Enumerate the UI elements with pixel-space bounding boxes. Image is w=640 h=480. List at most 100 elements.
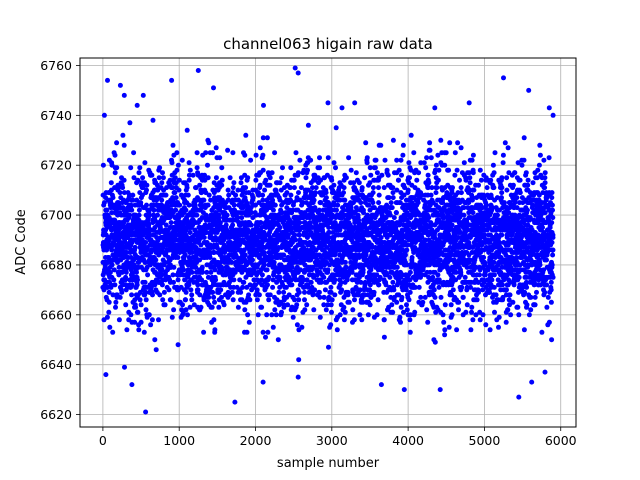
data-point xyxy=(270,207,276,213)
data-point xyxy=(146,212,152,218)
data-point xyxy=(110,292,116,298)
data-point xyxy=(407,289,413,295)
data-point xyxy=(116,317,122,323)
data-point xyxy=(206,192,212,198)
data-point xyxy=(297,220,303,226)
data-point xyxy=(325,155,331,161)
data-point xyxy=(142,279,148,285)
data-point xyxy=(218,287,224,293)
data-point xyxy=(150,292,155,298)
data-point xyxy=(199,269,205,275)
data-point xyxy=(323,190,329,196)
data-point xyxy=(225,187,231,193)
data-point xyxy=(296,357,302,363)
data-point xyxy=(368,172,374,178)
data-point xyxy=(454,167,460,173)
data-point xyxy=(135,309,141,315)
data-point xyxy=(136,170,142,176)
data-point xyxy=(477,167,483,173)
data-point xyxy=(433,190,439,196)
data-point xyxy=(400,152,406,158)
data-point xyxy=(460,294,466,300)
data-point xyxy=(471,187,477,193)
data-point xyxy=(189,269,195,275)
data-point xyxy=(358,200,364,206)
data-point xyxy=(389,205,395,211)
data-point xyxy=(219,165,225,171)
data-point xyxy=(225,147,231,153)
data-point xyxy=(398,319,403,325)
data-point xyxy=(394,264,400,270)
data-point xyxy=(433,162,439,168)
data-point xyxy=(260,152,266,158)
data-point xyxy=(264,135,270,141)
data-point xyxy=(371,289,377,295)
data-point xyxy=(194,165,200,171)
data-point xyxy=(470,170,476,176)
data-point xyxy=(316,289,322,295)
data-point xyxy=(129,282,135,288)
data-point xyxy=(129,292,135,298)
data-point xyxy=(270,197,276,203)
data-point xyxy=(114,165,120,171)
data-point xyxy=(400,142,406,148)
data-point xyxy=(137,297,143,303)
data-point xyxy=(321,274,327,280)
data-point xyxy=(374,312,380,318)
data-point xyxy=(448,302,454,308)
data-point xyxy=(464,302,470,308)
data-point xyxy=(151,207,157,213)
data-point xyxy=(273,312,279,318)
data-point xyxy=(312,287,318,293)
data-point xyxy=(143,289,149,295)
data-point xyxy=(260,192,266,198)
data-point xyxy=(231,277,237,283)
data-point xyxy=(106,215,112,221)
data-point xyxy=(104,314,110,320)
data-point xyxy=(376,185,381,191)
data-point xyxy=(266,297,272,303)
data-point xyxy=(266,274,272,280)
data-point xyxy=(235,304,241,310)
data-point xyxy=(212,327,218,333)
data-point xyxy=(381,334,387,340)
data-point xyxy=(259,304,265,310)
data-point xyxy=(333,125,339,131)
data-point xyxy=(302,289,307,295)
data-point xyxy=(122,364,127,370)
data-point xyxy=(146,312,152,318)
data-point xyxy=(277,225,283,230)
data-point xyxy=(194,212,200,218)
data-point xyxy=(474,297,480,303)
data-point xyxy=(302,297,307,303)
data-point xyxy=(449,222,455,228)
data-point xyxy=(342,309,348,315)
data-point xyxy=(263,334,268,340)
data-point xyxy=(157,165,163,171)
data-point xyxy=(363,140,369,146)
data-point xyxy=(186,177,192,183)
data-point xyxy=(182,252,188,258)
data-point xyxy=(243,185,249,191)
data-point xyxy=(242,152,248,158)
data-point xyxy=(260,329,266,335)
data-point xyxy=(426,180,432,186)
data-point xyxy=(143,307,149,313)
data-point xyxy=(288,165,294,171)
data-point xyxy=(476,182,481,188)
data-point xyxy=(128,165,134,171)
data-point xyxy=(450,185,455,191)
data-point xyxy=(163,192,169,198)
data-point xyxy=(297,232,303,238)
data-point xyxy=(296,190,301,196)
data-point xyxy=(424,155,430,161)
data-point xyxy=(138,319,144,325)
data-point xyxy=(469,309,474,315)
data-point xyxy=(345,289,351,295)
data-point xyxy=(148,322,154,328)
data-point xyxy=(360,267,366,273)
data-point xyxy=(140,175,146,181)
data-point xyxy=(272,307,278,313)
data-point xyxy=(390,279,396,285)
data-point xyxy=(277,180,283,186)
